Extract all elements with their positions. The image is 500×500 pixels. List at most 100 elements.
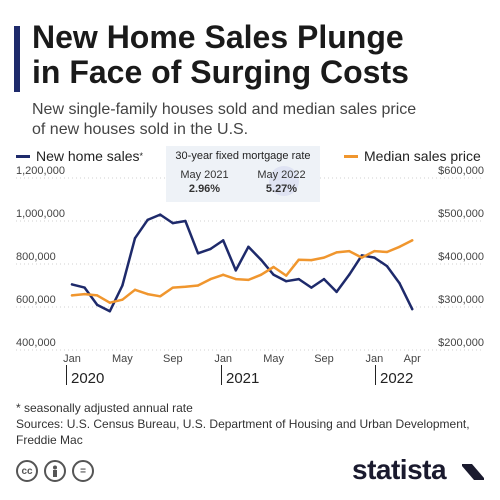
mortgage-box-title: 30-year fixed mortgage rate — [175, 150, 311, 162]
x-tick-label: Sep — [163, 353, 183, 365]
legend-new-home-sales: New home sales * — [16, 148, 143, 164]
point-median-price — [272, 265, 275, 269]
legend-median-price: Median sales price — [344, 148, 481, 164]
point-median-price — [259, 273, 263, 276]
y-left-tick-label: 600,000 — [16, 294, 56, 306]
point-new-home-sales — [411, 307, 414, 311]
point-median-price — [171, 286, 174, 289]
point-median-price — [234, 277, 237, 281]
point-median-price — [247, 278, 250, 282]
x-tick-label: Jan — [63, 353, 81, 365]
point-new-home-sales — [70, 283, 74, 286]
x-tick-label: May — [263, 353, 284, 365]
point-new-home-sales — [385, 264, 389, 268]
point-new-home-sales — [285, 280, 288, 283]
point-median-price — [335, 251, 338, 254]
x-tick-label: Jan — [214, 353, 232, 365]
point-new-home-sales — [272, 273, 275, 276]
title-line-1: New Home Sales Plunge — [32, 19, 404, 55]
license-icons: cc = — [16, 460, 100, 482]
y-right-tick-label: $400,000 — [438, 251, 484, 263]
year-divider — [221, 365, 222, 385]
point-new-home-sales — [159, 213, 162, 216]
point-median-price — [297, 258, 300, 261]
x-tick-label: Apr — [404, 353, 421, 365]
point-new-home-sales — [171, 221, 174, 225]
point-new-home-sales — [259, 258, 263, 261]
point-median-price — [159, 295, 162, 298]
mortgage-rate: 5.27% — [265, 183, 298, 195]
x-tick-label: May — [112, 353, 133, 365]
y-right-tick-label: $200,000 — [438, 337, 484, 349]
chart-title: New Home Sales Plunge in Face of Surging… — [32, 20, 409, 90]
year-divider — [66, 365, 67, 385]
subtitle-line-2: of new houses sold in the U.S. — [32, 121, 249, 138]
point-median-price — [385, 250, 389, 254]
title-accent-bar — [14, 26, 20, 92]
subtitle-line-1: New single-family houses sold and median… — [32, 101, 417, 118]
point-new-home-sales — [247, 245, 250, 248]
point-new-home-sales — [398, 282, 401, 285]
point-median-price — [70, 294, 74, 297]
point-median-price — [133, 288, 137, 291]
point-median-price — [222, 273, 225, 276]
point-new-home-sales — [209, 247, 212, 251]
mortgage-date: May 2021 — [180, 169, 229, 181]
equals-icon[interactable]: = — [72, 460, 94, 482]
point-new-home-sales — [146, 218, 149, 222]
point-median-price — [360, 256, 363, 259]
point-median-price — [348, 249, 351, 253]
y-left-tick-label: 800,000 — [16, 251, 56, 263]
series-line-median-price — [70, 239, 414, 304]
year-label-2021: 2021 — [226, 370, 260, 387]
point-median-price — [146, 292, 149, 296]
point-median-price — [398, 245, 401, 248]
point-new-home-sales — [184, 219, 187, 223]
series-line-new-home-sales — [70, 213, 414, 313]
point-median-price — [373, 249, 376, 253]
title-line-2: in Face of Surging Costs — [32, 54, 409, 90]
mortgage-item-2022: May 2022 5.27% — [243, 168, 320, 196]
point-median-price — [196, 284, 200, 287]
point-new-home-sales — [108, 310, 112, 313]
point-new-home-sales — [297, 277, 300, 281]
point-new-home-sales — [121, 284, 124, 287]
point-new-home-sales — [222, 239, 225, 242]
point-median-price — [209, 277, 212, 281]
y-right-tick-label: $300,000 — [438, 294, 484, 306]
point-median-price — [96, 294, 99, 297]
y-right-tick-label: $500,000 — [438, 208, 484, 220]
point-new-home-sales — [234, 269, 237, 272]
legend-label-price: Median sales price — [364, 148, 481, 164]
cc-icon[interactable]: cc — [16, 460, 38, 482]
point-median-price — [322, 256, 326, 259]
x-tick-label: Sep — [314, 353, 334, 365]
mortgage-item-2021: May 2021 2.96% — [166, 168, 243, 196]
chart-subtitle: New single-family houses sold and median… — [32, 100, 416, 140]
point-median-price — [184, 285, 187, 288]
year-divider — [375, 365, 376, 385]
statista-logo-text[interactable]: statista — [352, 454, 447, 485]
legend-swatch-price — [344, 154, 358, 158]
year-label-2020: 2020 — [71, 370, 105, 387]
x-tick-label: Jan — [366, 353, 384, 365]
y-right-tick-label: $600,000 — [438, 165, 484, 177]
point-new-home-sales — [373, 256, 376, 259]
point-median-price — [121, 298, 124, 301]
point-new-home-sales — [196, 252, 200, 255]
mortgage-rate-box: 30-year fixed mortgage rate May 2021 2.9… — [166, 146, 320, 202]
person-icon[interactable] — [44, 460, 66, 482]
point-new-home-sales — [335, 290, 338, 294]
point-median-price — [285, 274, 288, 277]
statista-logo-icon[interactable] — [460, 460, 486, 484]
point-median-price — [108, 301, 112, 304]
footnote: * seasonally adjusted annual rate — [16, 401, 193, 415]
point-median-price — [83, 292, 86, 296]
mortgage-highlight-circle — [269, 166, 299, 196]
point-median-price — [411, 239, 414, 242]
y-left-tick-label: 1,000,000 — [16, 208, 65, 220]
mortgage-rate: 2.96% — [188, 183, 221, 195]
point-new-home-sales — [310, 286, 313, 289]
y-left-tick-label: 1,200,000 — [16, 165, 65, 177]
year-label-2022: 2022 — [380, 370, 414, 387]
